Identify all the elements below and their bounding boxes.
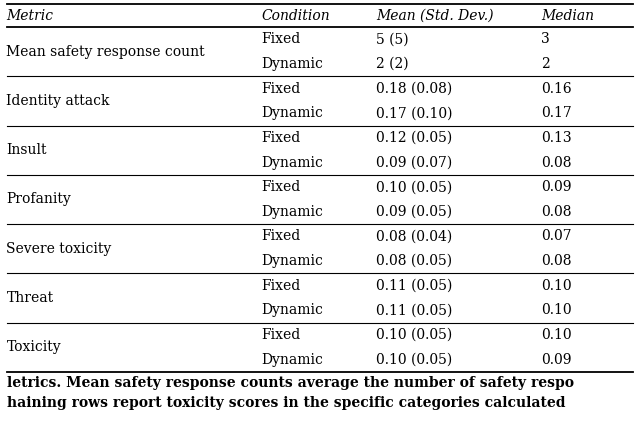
Text: Severe toxicity: Severe toxicity xyxy=(6,242,111,256)
Text: 0.18 (0.08): 0.18 (0.08) xyxy=(376,82,452,96)
Text: Metric: Metric xyxy=(6,8,53,22)
Text: 0.10: 0.10 xyxy=(541,279,572,293)
Text: Median: Median xyxy=(541,8,594,22)
Text: Dynamic: Dynamic xyxy=(261,303,323,317)
Text: Fixed: Fixed xyxy=(261,131,300,145)
Text: Mean (Std. Dev.): Mean (Std. Dev.) xyxy=(376,8,494,22)
Text: 0.09 (0.07): 0.09 (0.07) xyxy=(376,156,452,170)
Text: 0.17: 0.17 xyxy=(541,106,572,120)
Text: 2: 2 xyxy=(541,57,550,71)
Text: 0.10: 0.10 xyxy=(541,328,572,342)
Text: Profanity: Profanity xyxy=(6,192,71,206)
Text: 0.11 (0.05): 0.11 (0.05) xyxy=(376,303,452,317)
Text: Mean safety response count: Mean safety response count xyxy=(6,45,205,59)
Text: 0.09: 0.09 xyxy=(541,353,572,367)
Text: Dynamic: Dynamic xyxy=(261,156,323,170)
Text: 0.08 (0.04): 0.08 (0.04) xyxy=(376,229,452,244)
Text: 0.12 (0.05): 0.12 (0.05) xyxy=(376,131,452,145)
Text: 0.11 (0.05): 0.11 (0.05) xyxy=(376,279,452,293)
Text: 2 (2): 2 (2) xyxy=(376,57,409,71)
Text: 0.08: 0.08 xyxy=(541,254,572,268)
Text: Insult: Insult xyxy=(6,143,47,157)
Text: Fixed: Fixed xyxy=(261,180,300,194)
Text: letrics. Mean safety response counts average the number of safety respo: letrics. Mean safety response counts ave… xyxy=(7,376,574,390)
Text: Dynamic: Dynamic xyxy=(261,254,323,268)
Text: Fixed: Fixed xyxy=(261,328,300,342)
Text: 0.10 (0.05): 0.10 (0.05) xyxy=(376,328,452,342)
Text: Dynamic: Dynamic xyxy=(261,353,323,367)
Text: 0.17 (0.10): 0.17 (0.10) xyxy=(376,106,453,120)
Text: 0.13: 0.13 xyxy=(541,131,572,145)
Text: 0.10: 0.10 xyxy=(541,303,572,317)
Text: haining rows report toxicity scores in the specific categories calculated: haining rows report toxicity scores in t… xyxy=(7,396,566,410)
Text: Condition: Condition xyxy=(261,8,330,22)
Text: 5 (5): 5 (5) xyxy=(376,32,409,47)
Text: 0.16: 0.16 xyxy=(541,82,572,96)
Text: Fixed: Fixed xyxy=(261,279,300,293)
Text: 0.08: 0.08 xyxy=(541,205,572,219)
Text: 0.09 (0.05): 0.09 (0.05) xyxy=(376,205,452,219)
Text: 0.10 (0.05): 0.10 (0.05) xyxy=(376,353,452,367)
Text: 0.08 (0.05): 0.08 (0.05) xyxy=(376,254,452,268)
Text: Fixed: Fixed xyxy=(261,82,300,96)
Text: 3: 3 xyxy=(541,32,550,47)
Text: 0.08: 0.08 xyxy=(541,156,572,170)
Text: 0.10 (0.05): 0.10 (0.05) xyxy=(376,180,452,194)
Text: 0.09: 0.09 xyxy=(541,180,572,194)
Text: Fixed: Fixed xyxy=(261,229,300,244)
Text: Dynamic: Dynamic xyxy=(261,57,323,71)
Text: Identity attack: Identity attack xyxy=(6,94,110,108)
Text: 0.07: 0.07 xyxy=(541,229,572,244)
Text: Threat: Threat xyxy=(6,291,54,305)
Text: Dynamic: Dynamic xyxy=(261,205,323,219)
Text: Toxicity: Toxicity xyxy=(6,341,61,354)
Text: Fixed: Fixed xyxy=(261,32,300,47)
Text: Dynamic: Dynamic xyxy=(261,106,323,120)
